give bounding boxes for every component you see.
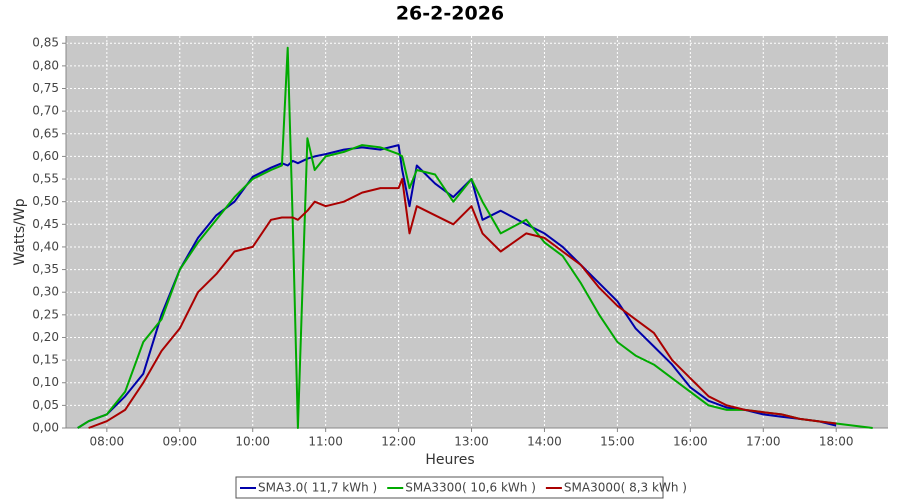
y-tick-label: 0,25 [32,307,59,321]
x-tick-label: 13:00 [454,435,489,449]
series-line [77,46,873,429]
x-tick-label: 15:00 [600,435,635,449]
y-tick-label: 0,15 [32,353,59,367]
legend-label: SMA3.0( 11,7 kWh ) [258,481,377,495]
y-tick-label: 0,75 [32,81,59,95]
y-tick-label: 0,80 [32,58,59,72]
y-tick-label: 0,05 [32,398,59,412]
chart-title: 26-2-2026 [396,3,504,25]
series-line [88,178,837,429]
y-tick-label: 0,45 [32,217,59,231]
x-axis-label: Heures [425,452,474,468]
x-tick-label: 16:00 [673,435,708,449]
x-tick-label: 12:00 [381,435,416,449]
y-tick-label: 0,55 [32,172,59,186]
y-tick-label: 0,65 [32,126,59,140]
y-tick-label: 0,40 [32,239,59,253]
y-tick-label: 0,50 [32,194,59,208]
y-tick-label: 0,30 [32,285,59,299]
legend [235,476,664,499]
x-tick-label: 08:00 [90,435,125,449]
y-tick-label: 0,70 [32,104,59,118]
y-axis-label: Watts/Wp [12,198,28,265]
x-tick-label: 18:00 [819,435,854,449]
y-tick-label: 0,10 [32,375,59,389]
y-tick-label: 0,85 [32,36,59,50]
x-tick-label: 09:00 [162,435,197,449]
series-line [77,144,837,429]
plot-area [66,36,888,428]
y-tick-label: 0,00 [32,421,59,435]
legend-label: SMA3300( 10,6 kWh ) [405,481,536,495]
x-tick-label: 14:00 [527,435,562,449]
y-tick-label: 0,20 [32,330,59,344]
x-tick-label: 17:00 [746,435,781,449]
y-tick-label: 0,35 [32,262,59,276]
legend-label: SMA3000( 8,3 kWh ) [564,481,687,495]
y-tick-label: 0,60 [32,149,59,163]
x-tick-label: 10:00 [235,435,270,449]
x-tick-label: 11:00 [308,435,343,449]
